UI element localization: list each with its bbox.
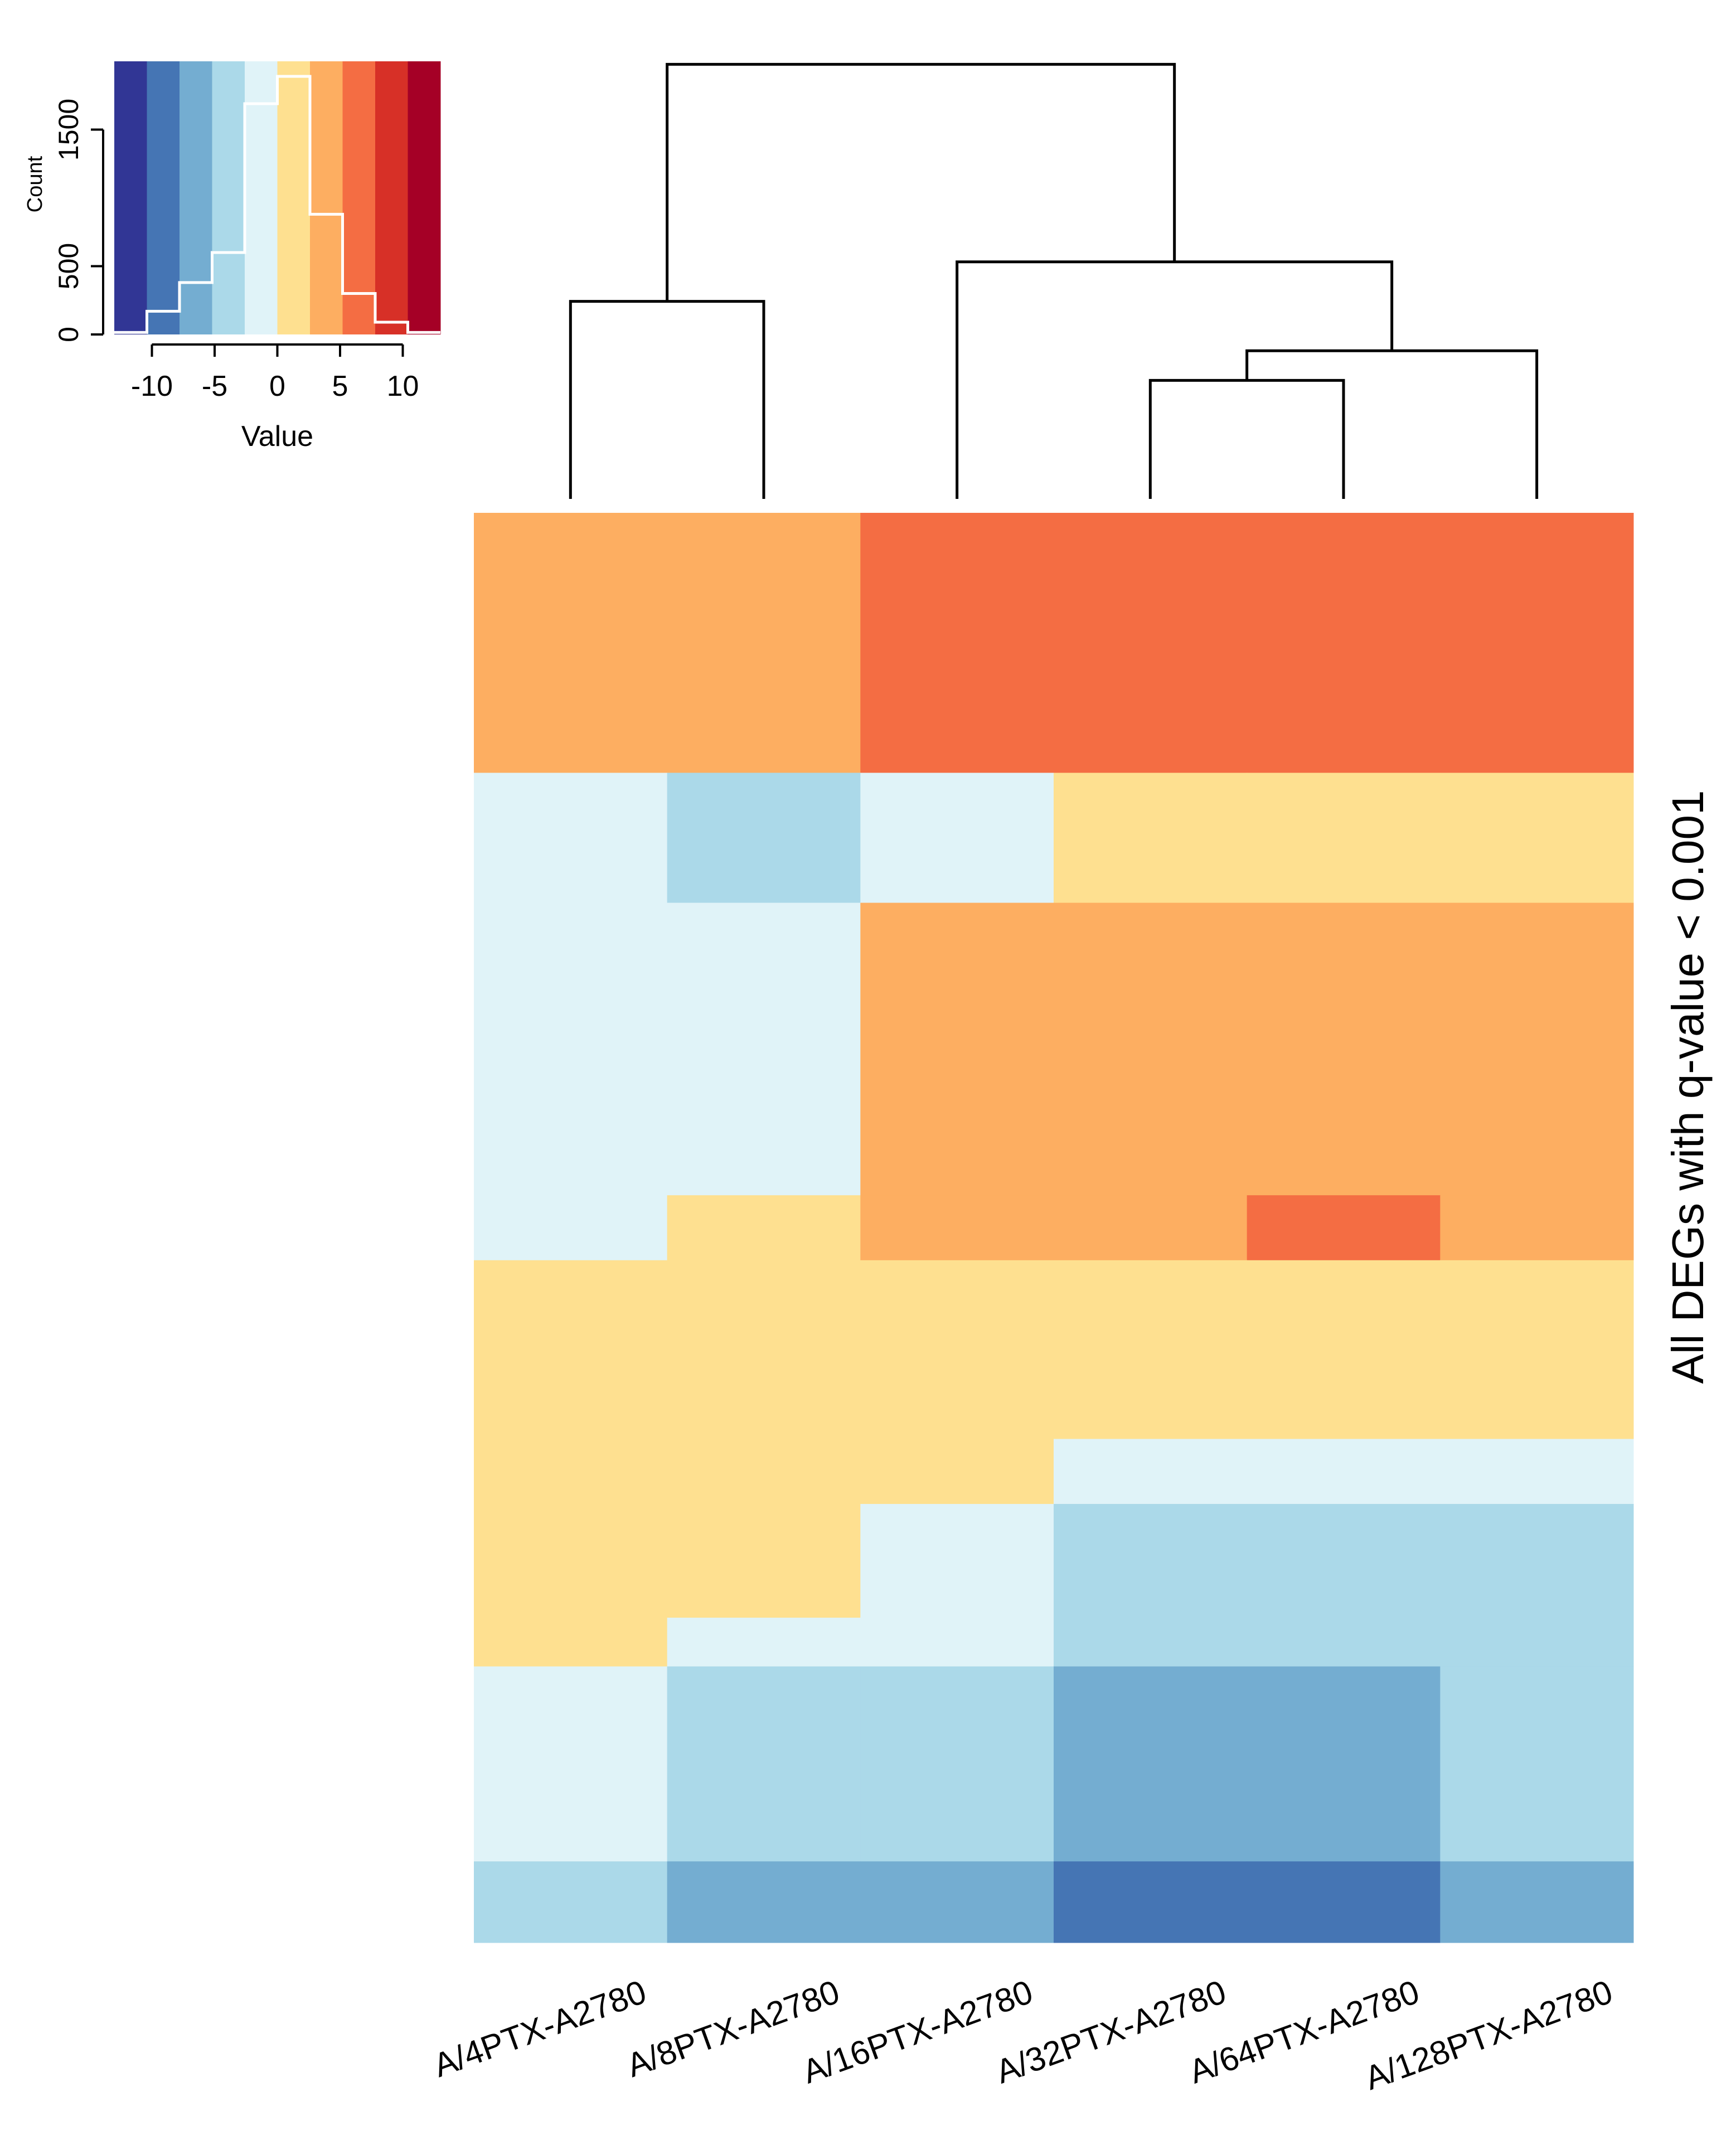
heatmap-cell xyxy=(1247,1861,1441,1943)
key-y-axis-title: Count xyxy=(23,156,47,212)
heatmap-cell xyxy=(1247,1618,1441,1667)
heatmap-cell xyxy=(667,1504,861,1618)
heatmap-cell xyxy=(1440,773,1634,904)
heatmap-cell xyxy=(1054,1260,1248,1439)
column-label: A/4PTX-A2780 xyxy=(429,1973,651,2084)
heatmap-cell xyxy=(1440,1666,1634,1862)
heatmap-cell xyxy=(1054,1195,1248,1261)
heatmap-cell xyxy=(860,773,1054,904)
color-key-swatch xyxy=(277,61,311,334)
heatmap-cell xyxy=(860,1666,1054,1862)
heatmap-cell xyxy=(1440,1260,1634,1439)
color-key-swatch xyxy=(114,61,147,334)
heatmap-cell xyxy=(1054,1439,1248,1504)
key-x-tick-label: -5 xyxy=(202,370,227,402)
heatmap-cell xyxy=(1247,1260,1441,1439)
dendrogram-branch xyxy=(1148,378,1345,499)
heatmap-cell xyxy=(667,513,861,773)
heatmap-cell xyxy=(1247,513,1441,773)
key-x-tick-label: 5 xyxy=(332,370,348,402)
key-y-tick-label: 500 xyxy=(53,243,84,289)
color-key-swatch xyxy=(245,61,278,334)
heatmap-cell xyxy=(1247,902,1441,1196)
heatmap-cell xyxy=(1440,1861,1634,1943)
key-x-tick-label: 0 xyxy=(269,370,285,402)
color-key-swatch xyxy=(310,61,343,334)
heatmap-cell xyxy=(1054,902,1248,1196)
heatmap-cell xyxy=(1247,1504,1441,1618)
heatmap-cell xyxy=(474,1504,668,1618)
heatmap-cell xyxy=(667,1666,861,1862)
heatmap-cell xyxy=(667,1618,861,1667)
heatmap-cell xyxy=(1054,1861,1248,1943)
heatmap-cell xyxy=(1440,1618,1634,1667)
heatmap-cell xyxy=(667,1195,861,1261)
key-y-tick-label: 1500 xyxy=(53,99,84,161)
heatmap-cell xyxy=(474,1618,668,1667)
column-dendrogram xyxy=(569,62,1539,499)
heatmap-cell xyxy=(1054,1666,1248,1862)
heatmap-cell xyxy=(1054,1618,1248,1667)
heatmap-cell xyxy=(667,773,861,904)
heatmap-cell xyxy=(860,1618,1054,1667)
row-axis-title: All DEGs with q-value < 0.001 xyxy=(1663,790,1713,1384)
heatmap-grid xyxy=(474,513,1634,1943)
histogram-line xyxy=(114,75,440,334)
heatmap-cell xyxy=(1247,1666,1441,1862)
color-key-swatch xyxy=(212,61,245,334)
key-x-tick-label: 10 xyxy=(387,370,419,402)
heatmap-cell xyxy=(1440,902,1634,1196)
heatmap-cell xyxy=(860,513,1054,773)
heatmap-cell xyxy=(1440,513,1634,773)
heatmap-cell xyxy=(667,902,861,1196)
heatmap-cell xyxy=(474,902,668,1196)
heatmap-cell xyxy=(860,1195,1054,1261)
heatmap-cell xyxy=(860,902,1054,1196)
heatmap-cell xyxy=(1054,513,1248,773)
heatmap-cell xyxy=(1440,1504,1634,1618)
heatmap-cell xyxy=(1054,773,1248,904)
color-key-swatch xyxy=(180,61,212,334)
heatmap-cell xyxy=(860,1504,1054,1618)
heatmap-cell xyxy=(667,1861,861,1943)
heatmap-cell xyxy=(474,1666,668,1862)
heatmap-cell xyxy=(1440,1195,1634,1261)
heatmap-cell xyxy=(474,513,668,773)
heatmap-cell xyxy=(860,1439,1054,1504)
heatmap-cell xyxy=(1247,1195,1441,1261)
heatmap-cell xyxy=(860,1260,1054,1439)
heatmap-cell xyxy=(1054,1504,1248,1618)
heatmap-cell xyxy=(474,1439,668,1504)
color-key-swatch xyxy=(147,61,180,334)
heatmap-cell xyxy=(1247,773,1441,904)
heatmap-cell xyxy=(1440,1439,1634,1504)
heatmap-cell xyxy=(667,1260,861,1439)
dendrogram-branch xyxy=(1245,349,1539,499)
heatmap-cell xyxy=(667,1439,861,1504)
key-x-tick-label: -10 xyxy=(131,370,173,402)
color-key-swatch xyxy=(342,61,376,334)
key-x-axis-title: Value xyxy=(241,420,313,453)
color-key-swatch xyxy=(408,61,441,334)
heatmap-cell xyxy=(860,1861,1054,1943)
heatmap-cell xyxy=(474,773,668,904)
dendrogram-branch xyxy=(666,62,1176,302)
dendrogram-branch xyxy=(569,300,765,499)
heatmap-cell xyxy=(474,1260,668,1439)
key-y-tick-label: 0 xyxy=(53,327,84,342)
color-key-swatch xyxy=(375,61,408,334)
column-labels: A/4PTX-A2780A/8PTX-A2780A/16PTX-A2780A/3… xyxy=(429,1973,1617,2097)
heatmap-cell xyxy=(1247,1439,1441,1504)
heatmap-cell xyxy=(474,1861,668,1943)
heatmap-cell xyxy=(474,1195,668,1261)
